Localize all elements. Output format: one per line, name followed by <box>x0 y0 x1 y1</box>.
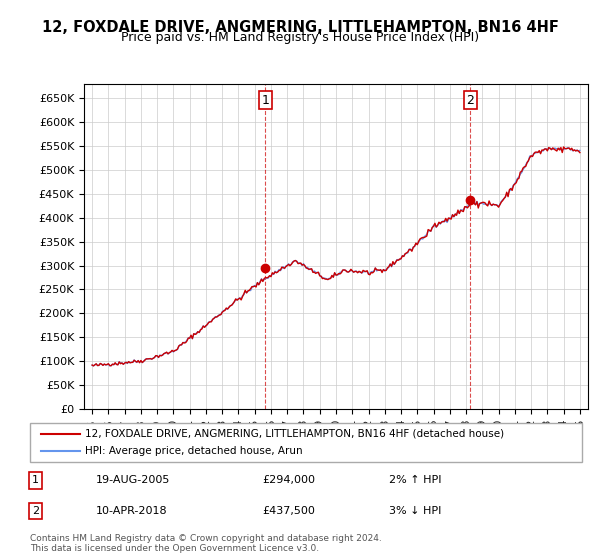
Text: £294,000: £294,000 <box>262 475 315 485</box>
Text: Price paid vs. HM Land Registry's House Price Index (HPI): Price paid vs. HM Land Registry's House … <box>121 31 479 44</box>
Text: 19-AUG-2005: 19-AUG-2005 <box>96 475 170 485</box>
FancyBboxPatch shape <box>30 423 582 462</box>
Text: £437,500: £437,500 <box>262 506 315 516</box>
Text: 2: 2 <box>467 94 475 107</box>
Text: 10-APR-2018: 10-APR-2018 <box>96 506 168 516</box>
Text: 12, FOXDALE DRIVE, ANGMERING, LITTLEHAMPTON, BN16 4HF: 12, FOXDALE DRIVE, ANGMERING, LITTLEHAMP… <box>41 20 559 35</box>
Text: 2% ↑ HPI: 2% ↑ HPI <box>389 475 442 485</box>
Text: 2: 2 <box>32 506 39 516</box>
Text: Contains HM Land Registry data © Crown copyright and database right 2024.
This d: Contains HM Land Registry data © Crown c… <box>30 534 382 553</box>
Text: 12, FOXDALE DRIVE, ANGMERING, LITTLEHAMPTON, BN16 4HF (detached house): 12, FOXDALE DRIVE, ANGMERING, LITTLEHAMP… <box>85 429 505 439</box>
Text: HPI: Average price, detached house, Arun: HPI: Average price, detached house, Arun <box>85 446 303 456</box>
Text: 1: 1 <box>261 94 269 107</box>
Text: 1: 1 <box>32 475 39 485</box>
Text: 3% ↓ HPI: 3% ↓ HPI <box>389 506 441 516</box>
